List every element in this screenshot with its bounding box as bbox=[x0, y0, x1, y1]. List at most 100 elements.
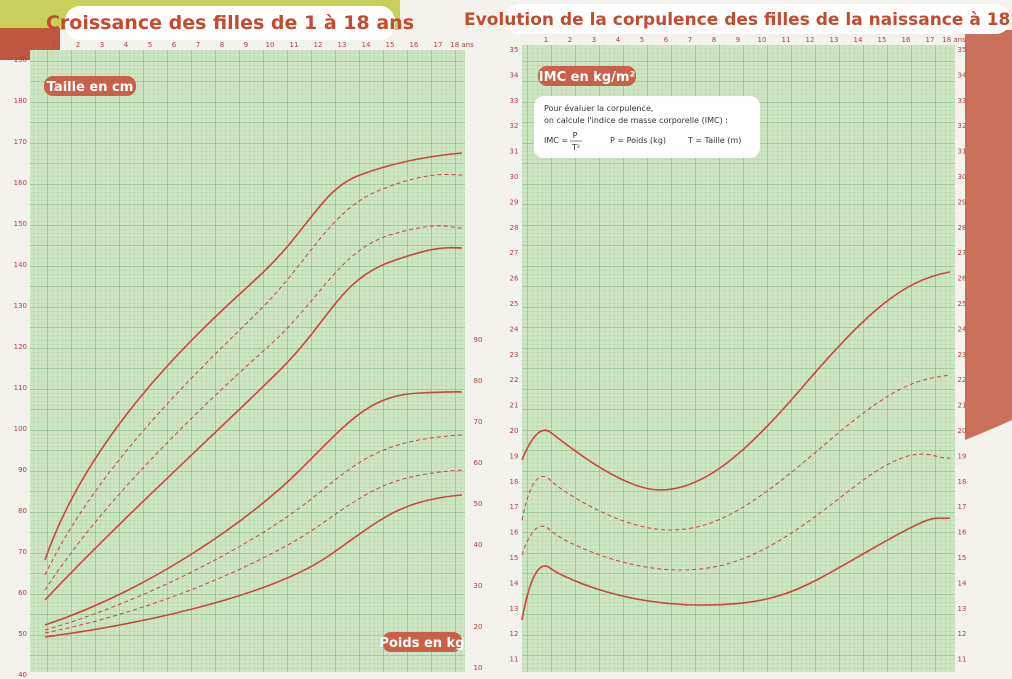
y-tick-label: 21 bbox=[958, 402, 967, 410]
y-tick-label: 24 bbox=[510, 325, 519, 333]
x-tick-label: 10 bbox=[266, 41, 275, 49]
formula: T = Taille (m) bbox=[687, 136, 741, 145]
formula: IMC = bbox=[544, 136, 568, 145]
x-tick-label: 8 bbox=[712, 36, 716, 44]
x-tick-label: 7 bbox=[688, 36, 692, 44]
y-tick-label: 32 bbox=[510, 122, 519, 130]
y-tick-label: 24 bbox=[958, 325, 967, 333]
formula: P = Poids (kg) bbox=[610, 136, 666, 145]
y-tick-label: 29 bbox=[958, 198, 967, 206]
x-tick-label: 14 bbox=[854, 36, 863, 44]
y-tick-label: 90 bbox=[474, 336, 483, 344]
decor-strip bbox=[965, 30, 1012, 440]
y-tick-label: 80 bbox=[474, 377, 483, 385]
y-tick-label: 15 bbox=[958, 554, 967, 562]
y-tick-label: 80 bbox=[18, 507, 27, 515]
x-tick-label: 9 bbox=[244, 41, 248, 49]
y-tick-label: 17 bbox=[958, 503, 967, 511]
y-tick-label: 12 bbox=[958, 630, 967, 638]
y-tick-label: 70 bbox=[18, 548, 27, 556]
y-tick-label: 50 bbox=[18, 630, 27, 638]
y-tick-label: 11 bbox=[958, 656, 967, 664]
y-tick-label: 13 bbox=[958, 605, 967, 613]
y-tick-label: 32 bbox=[958, 122, 967, 130]
y-tick-label: 18 bbox=[510, 478, 519, 486]
imc-label: IMC en kg/m² bbox=[539, 70, 635, 85]
page: Croissance des filles de 1 à 18 ans Evol… bbox=[0, 0, 1012, 679]
y-tick-label: 50 bbox=[474, 500, 483, 508]
y-tick-label: 23 bbox=[510, 351, 519, 359]
x-tick-label: 3 bbox=[100, 41, 104, 49]
y-tick-label: 15 bbox=[510, 554, 519, 562]
y-tick-label: 150 bbox=[14, 220, 27, 228]
y-tick-label: 120 bbox=[14, 343, 27, 351]
y-tick-label: 160 bbox=[14, 179, 27, 187]
y-tick-label: 35 bbox=[958, 46, 967, 54]
x-tick-label: 3 bbox=[592, 36, 596, 44]
x-tick-label: 14 bbox=[362, 41, 371, 49]
y-tick-label: 30 bbox=[510, 173, 519, 181]
x-tick-label: 11 bbox=[782, 36, 791, 44]
y-tick-label: 28 bbox=[510, 224, 519, 232]
y-tick-label: 22 bbox=[958, 376, 967, 384]
x-tick-label: 15 bbox=[386, 41, 395, 49]
y-tick-label: 25 bbox=[958, 300, 967, 308]
y-tick-label: 35 bbox=[510, 46, 519, 54]
formula: T² bbox=[571, 143, 580, 152]
height-label: Taille en cm bbox=[47, 80, 134, 95]
y-tick-label: 110 bbox=[14, 384, 27, 392]
y-tick-label: 16 bbox=[510, 529, 519, 537]
x-tick-label: 9 bbox=[736, 36, 740, 44]
y-tick-label: 130 bbox=[14, 302, 27, 310]
y-tick-label: 23 bbox=[958, 351, 967, 359]
y-tick-label: 60 bbox=[18, 589, 27, 597]
x-tick-label: 12 bbox=[806, 36, 815, 44]
y-tick-label: 16 bbox=[958, 529, 967, 537]
y-tick-label: 29 bbox=[510, 198, 519, 206]
y-tick-label: 21 bbox=[510, 402, 519, 410]
y-tick-label: 20 bbox=[958, 427, 967, 435]
weight-label: Poids en kg bbox=[379, 636, 464, 651]
x-tick-label: 7 bbox=[196, 41, 200, 49]
x-tick-label: 1 bbox=[544, 36, 548, 44]
y-tick-label: 140 bbox=[14, 261, 27, 269]
x-tick-label: 4 bbox=[616, 36, 621, 44]
y-tick-label: 26 bbox=[510, 275, 519, 283]
x-tick-label: 6 bbox=[172, 41, 177, 49]
y-tick-label: 22 bbox=[510, 376, 519, 384]
y-tick-label: 170 bbox=[14, 138, 27, 146]
y-tick-label: 20 bbox=[510, 427, 519, 435]
y-tick-label: 33 bbox=[958, 97, 967, 105]
y-tick-label: 18 bbox=[958, 478, 967, 486]
x-tick-label: 13 bbox=[830, 36, 839, 44]
y-tick-label: 19 bbox=[510, 452, 519, 460]
y-tick-label: 19 bbox=[958, 452, 967, 460]
x-tick-label: 17 bbox=[926, 36, 935, 44]
formula: P bbox=[573, 131, 578, 140]
y-tick-label: 100 bbox=[14, 425, 27, 433]
x-tick-label: 13 bbox=[338, 41, 347, 49]
x-tick-label: 6 bbox=[664, 36, 669, 44]
x-tick-label: 18 ans bbox=[450, 41, 474, 49]
left-grid bbox=[30, 50, 465, 672]
y-tick-label: 70 bbox=[474, 418, 483, 426]
x-tick-label: 15 bbox=[878, 36, 887, 44]
x-tick-label: 2 bbox=[568, 36, 572, 44]
y-tick-label: 20 bbox=[474, 623, 483, 631]
x-tick-label: 5 bbox=[640, 36, 644, 44]
x-tick-label: 17 bbox=[434, 41, 443, 49]
y-tick-label: 26 bbox=[958, 275, 967, 283]
x-tick-label: 2 bbox=[76, 41, 80, 49]
y-tick-label: 25 bbox=[510, 300, 519, 308]
y-tick-label: 31 bbox=[510, 148, 519, 156]
left-title: Croissance des filles de 1 à 18 ans bbox=[46, 12, 414, 34]
x-tick-label: 11 bbox=[290, 41, 299, 49]
y-tick-label: 17 bbox=[510, 503, 519, 511]
y-tick-label: 190 bbox=[14, 56, 27, 64]
y-tick-label: 14 bbox=[958, 579, 967, 587]
y-tick-label: 90 bbox=[18, 466, 27, 474]
y-tick-label: 28 bbox=[958, 224, 967, 232]
y-tick-label: 11 bbox=[510, 656, 519, 664]
y-tick-label: 30 bbox=[958, 173, 967, 181]
y-tick-label: 10 bbox=[474, 664, 483, 672]
